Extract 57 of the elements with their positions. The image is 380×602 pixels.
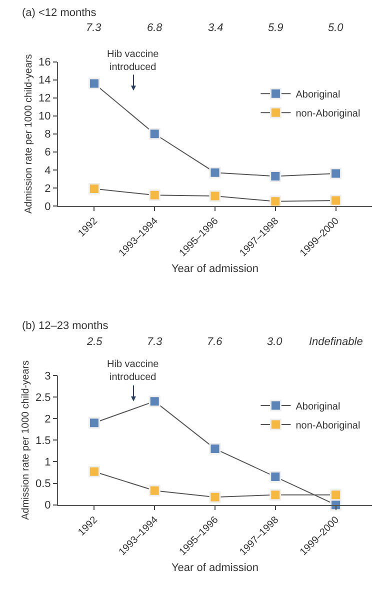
y-tick-label: 0 bbox=[44, 500, 51, 512]
point bbox=[270, 489, 282, 501]
point bbox=[148, 128, 160, 140]
y-tick-label: 1 bbox=[44, 456, 51, 469]
y-tick-label: 8 bbox=[44, 128, 51, 141]
y-axis-title: Admission rate per 1000 child-years bbox=[24, 54, 35, 214]
y-tick-label: 2.5 bbox=[36, 392, 51, 404]
y-tick-label: 1.5 bbox=[36, 434, 51, 447]
legend-label: Aboriginal bbox=[296, 401, 340, 412]
y-tick-label: 3 bbox=[44, 370, 51, 382]
text: 3.0 bbox=[267, 336, 284, 348]
point bbox=[330, 489, 342, 501]
y-tick-label: 16 bbox=[38, 56, 51, 69]
point bbox=[270, 471, 282, 483]
y-tick-label: 12 bbox=[38, 92, 51, 105]
y-tick-label: 0 bbox=[44, 200, 51, 213]
chart-title: (b) 12–23 months bbox=[22, 320, 109, 332]
text: 2.5 bbox=[86, 336, 104, 348]
point bbox=[270, 196, 282, 208]
y-tick-label: 4 bbox=[44, 164, 51, 177]
point bbox=[88, 183, 100, 195]
y-tick-label: 0.5 bbox=[36, 478, 51, 490]
y-tick-label: 14 bbox=[38, 74, 51, 87]
legend-label: non-Aboriginal bbox=[296, 420, 360, 432]
chart-title: (a) <12 months bbox=[22, 7, 97, 19]
x-axis-title: Year of admission bbox=[171, 562, 259, 574]
text: 5.0 bbox=[328, 22, 344, 34]
legend-label: non-Aboriginal bbox=[296, 108, 360, 120]
point bbox=[330, 168, 342, 180]
point bbox=[88, 417, 100, 429]
point bbox=[209, 166, 221, 178]
text: 7.6 bbox=[207, 336, 224, 348]
legend-label: Aboriginal bbox=[296, 90, 340, 101]
text: 6.8 bbox=[147, 22, 164, 34]
point bbox=[148, 396, 160, 408]
point bbox=[148, 484, 160, 496]
point bbox=[270, 170, 282, 182]
text: Indefinable bbox=[309, 336, 363, 348]
y-tick-label: 2 bbox=[44, 413, 51, 426]
point bbox=[209, 491, 221, 503]
point bbox=[330, 194, 342, 206]
text: 7.3 bbox=[147, 336, 164, 348]
point bbox=[148, 189, 160, 201]
text: 5.9 bbox=[268, 22, 284, 34]
annotation: Hib vaccine introduced bbox=[107, 359, 160, 383]
y-tick-label: 6 bbox=[44, 146, 51, 159]
y-axis-title: Admission rate per 1000 child-years bbox=[20, 360, 32, 520]
x-axis-title: Year of admission bbox=[171, 263, 259, 276]
text: 3.4 bbox=[208, 22, 224, 34]
point bbox=[209, 443, 221, 455]
point bbox=[88, 78, 100, 90]
y-tick-label: 10 bbox=[38, 110, 51, 123]
point bbox=[88, 466, 100, 478]
y-tick-label: 2 bbox=[44, 182, 51, 195]
annotation: Hib vaccine introduced bbox=[107, 49, 160, 73]
point bbox=[209, 190, 221, 202]
text: 7.3 bbox=[86, 22, 102, 34]
